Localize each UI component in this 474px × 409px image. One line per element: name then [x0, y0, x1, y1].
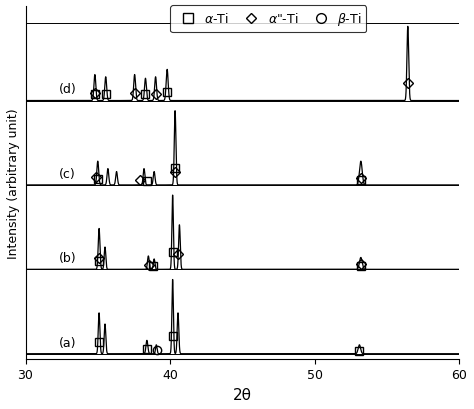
- Text: (d): (d): [59, 83, 76, 96]
- X-axis label: 2θ: 2θ: [233, 387, 252, 402]
- Text: (c): (c): [59, 167, 75, 180]
- Text: (a): (a): [59, 336, 76, 349]
- Y-axis label: Intensity (arbitrary unit): Intensity (arbitrary unit): [7, 108, 20, 258]
- Text: (b): (b): [59, 252, 76, 265]
- Legend: $\alpha$-Ti, $\alpha$"-Ti, $\beta$-Ti: $\alpha$-Ti, $\alpha$"-Ti, $\beta$-Ti: [170, 6, 366, 33]
